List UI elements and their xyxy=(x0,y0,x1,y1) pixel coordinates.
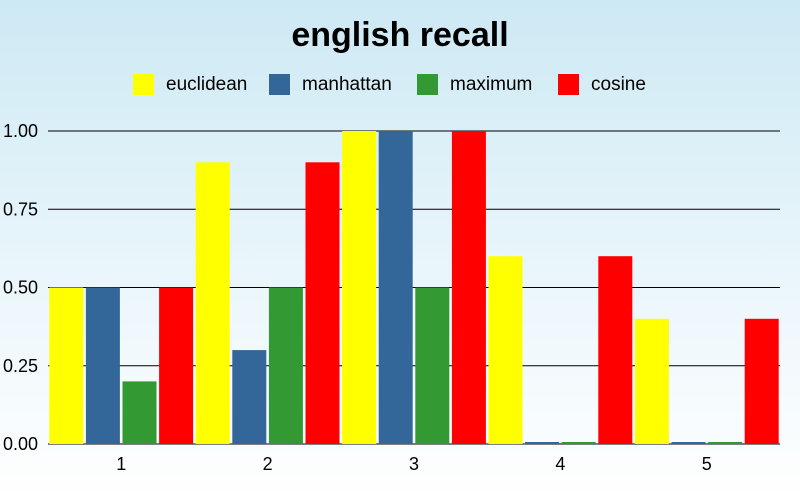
bar-maximum-1 xyxy=(122,381,157,444)
bar-euclidean-4 xyxy=(488,256,523,444)
bar-euclidean-3 xyxy=(342,131,377,444)
bars xyxy=(49,131,779,445)
bar-maximum-2 xyxy=(268,287,303,444)
y-tick-label: 0.50 xyxy=(3,278,38,298)
x-tick-label: 3 xyxy=(409,454,419,474)
y-axis-ticks: 0.00 0.25 0.50 0.75 1.00 xyxy=(3,121,38,454)
legend-item-euclidean: euclidean xyxy=(133,74,247,95)
y-tick-label: 0.25 xyxy=(3,356,38,376)
x-tick-label: 4 xyxy=(555,454,565,474)
y-tick-label: 0.00 xyxy=(3,434,38,454)
bar-maximum-5 xyxy=(708,442,743,444)
legend-swatch xyxy=(269,74,290,95)
legend-item-cosine: cosine xyxy=(558,74,646,95)
bar-manhattan-2 xyxy=(232,350,267,444)
x-tick-label: 2 xyxy=(263,454,273,474)
bar-euclidean-5 xyxy=(634,318,669,444)
legend-swatch xyxy=(417,74,438,95)
bar-cosine-4 xyxy=(598,256,633,444)
legend-swatch xyxy=(133,74,154,95)
y-tick-label: 1.00 xyxy=(3,121,38,141)
legend-label: maximum xyxy=(450,74,532,95)
bar-manhattan-3 xyxy=(378,131,413,444)
bar-cosine-1 xyxy=(159,287,194,444)
legend-label: manhattan xyxy=(302,74,392,95)
bar-manhattan-1 xyxy=(85,287,120,444)
x-tick-label: 5 xyxy=(702,454,712,474)
bar-euclidean-1 xyxy=(49,287,84,444)
legend-swatch xyxy=(558,74,579,95)
legend-label: cosine xyxy=(591,74,646,95)
bar-cosine-3 xyxy=(451,131,486,444)
bar-maximum-4 xyxy=(561,442,596,444)
x-tick-label: 1 xyxy=(116,454,126,474)
x-axis-ticks: 1 2 3 4 5 xyxy=(116,454,712,474)
bar-manhattan-4 xyxy=(525,442,560,444)
legend: euclidean manhattan maximum cosine xyxy=(133,74,646,95)
bar-maximum-3 xyxy=(415,287,450,444)
chart-title: english recall xyxy=(291,16,508,54)
legend-item-maximum: maximum xyxy=(417,74,532,95)
y-tick-label: 0.75 xyxy=(3,199,38,219)
grid-lines xyxy=(48,130,780,445)
bar-cosine-5 xyxy=(744,318,779,444)
bar-manhattan-5 xyxy=(671,442,706,444)
legend-item-manhattan: manhattan xyxy=(269,74,392,95)
legend-label: euclidean xyxy=(166,74,247,95)
bar-cosine-2 xyxy=(305,162,340,445)
bar-euclidean-2 xyxy=(195,162,230,445)
